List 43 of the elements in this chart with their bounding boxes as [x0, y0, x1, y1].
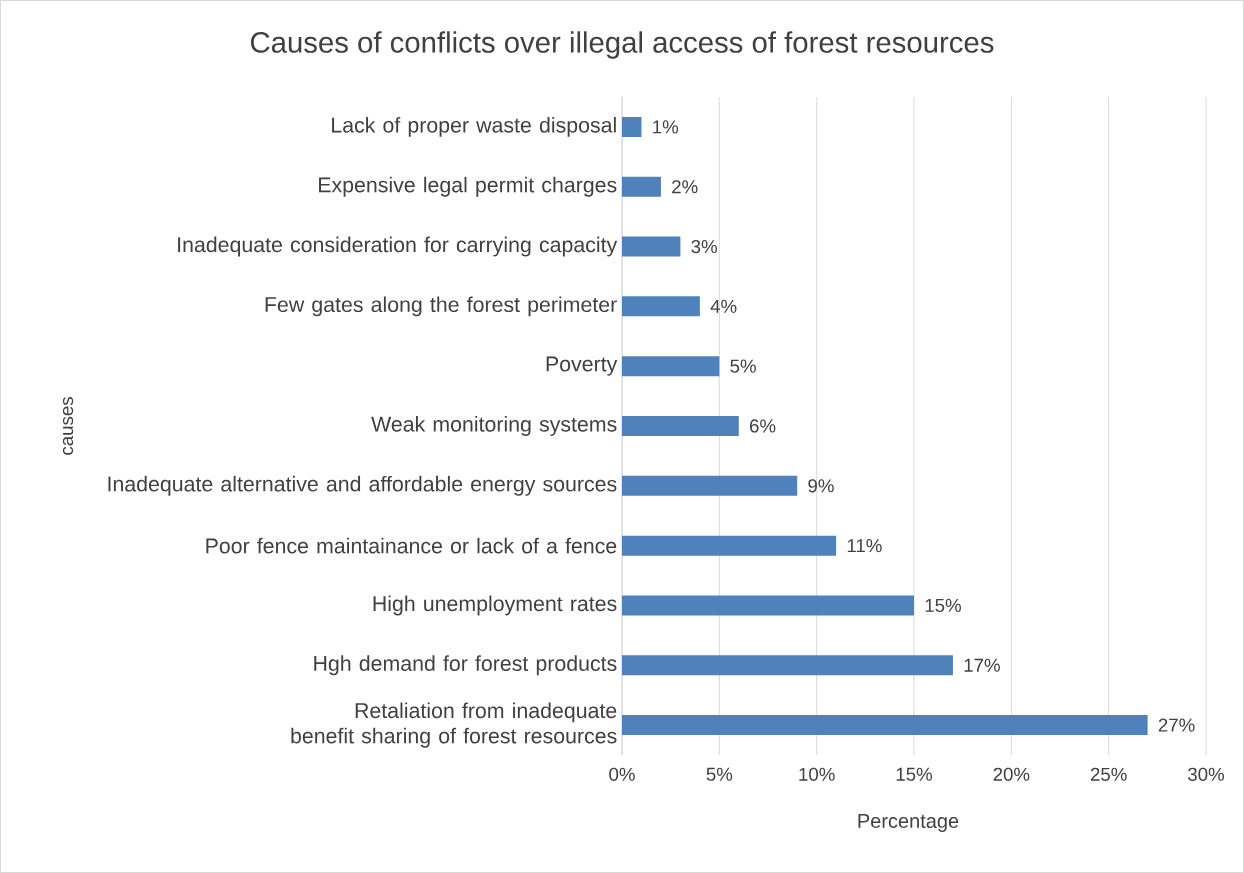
- x-tick-label: 5%: [706, 767, 733, 781]
- x-tick-label: 20%: [993, 767, 1030, 781]
- y-tick-label: Inadequate consideration for carrying capacity: [178, 236, 618, 257]
- y-tick-label: Few gates along the forest perimeter: [265, 296, 617, 317]
- data-label: 4%: [710, 299, 737, 313]
- bar: [622, 236, 681, 257]
- x-tick-label: 0%: [609, 767, 635, 781]
- bar: [622, 535, 837, 556]
- x-axis-title: Percentage: [858, 814, 959, 832]
- bar: [622, 116, 642, 137]
- data-label: 17%: [964, 658, 1000, 672]
- bar: [622, 356, 720, 377]
- data-label: 1%: [653, 120, 679, 134]
- x-tick-label: 25%: [1090, 767, 1127, 781]
- y-tick-label: High unemployment rates: [373, 595, 617, 616]
- bar: [622, 595, 914, 616]
- x-tick-label: 30%: [1188, 767, 1225, 781]
- data-label: 2%: [672, 180, 698, 194]
- x-tick-label: 10%: [799, 767, 835, 781]
- data-label: 27%: [1158, 718, 1195, 732]
- bar: [622, 715, 1148, 736]
- x-tick-label: 15%: [896, 767, 933, 781]
- y-tick-label: Lack of proper waste disposal: [332, 116, 616, 137]
- data-label: 9%: [808, 479, 834, 493]
- bar: [622, 176, 661, 197]
- y-tick-label: Expensive legal permit charges: [319, 176, 617, 197]
- bar: [622, 415, 739, 436]
- y-tick-label: Weak monitoring systems: [371, 416, 617, 436]
- y-tick-label: Retaliation from inadequate benefit sharing of forest resources: [291, 702, 617, 748]
- y-tick-label: Inadequate alternative and affordable energy sources: [108, 475, 617, 496]
- data-label: 6%: [750, 419, 776, 433]
- y-axis-title: causes: [62, 397, 74, 455]
- data-label: 15%: [925, 598, 961, 613]
- y-tick-label: Hgh demand for forest products: [314, 655, 617, 676]
- y-tick-label: Poor fence maintainance or lack of a fence: [206, 537, 617, 554]
- data-label: 11%: [847, 539, 882, 553]
- bar: [622, 296, 700, 317]
- data-label: 5%: [730, 359, 756, 373]
- chart-title: Causes of conflicts over illegal access of forest resources: [250, 31, 994, 59]
- y-tick-label: Poverty: [546, 356, 618, 376]
- bar: [622, 475, 798, 496]
- bar: [622, 655, 953, 676]
- data-label: 3%: [691, 239, 717, 254]
